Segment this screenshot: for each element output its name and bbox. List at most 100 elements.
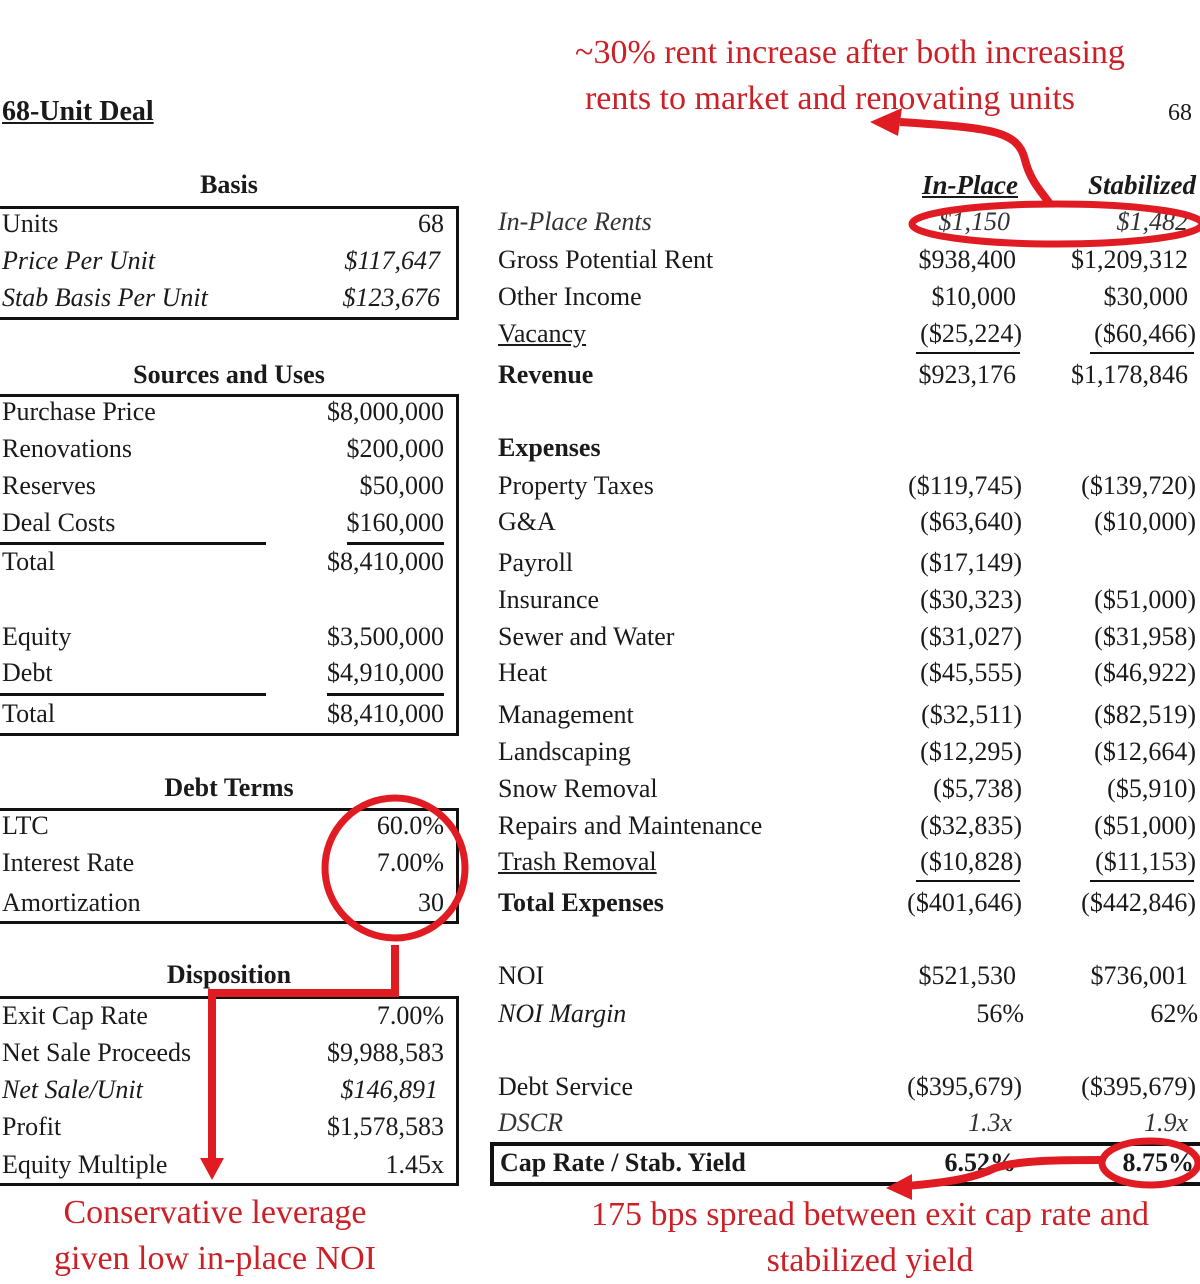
row-value: 1.45x: [385, 1150, 445, 1179]
row-value: $1,578,583: [327, 1112, 444, 1141]
row-value: $117,647: [344, 246, 440, 275]
row-label: Snow Removal: [498, 774, 658, 803]
rent-highlight-ellipse: [908, 200, 1200, 248]
in-place-value: $10,000: [931, 282, 1017, 311]
row-label: Debt: [2, 658, 53, 687]
stabilized-value: ($395,679): [1081, 1072, 1196, 1101]
in-place-value: ($32,835): [920, 811, 1022, 840]
in-place-value: ($63,640): [920, 507, 1022, 536]
row-label: Property Taxes: [498, 471, 654, 500]
subtotal-rule: [916, 880, 1020, 882]
row-label: Stab Basis Per Unit: [2, 283, 208, 312]
stabilized-value: ($442,846): [1081, 888, 1196, 917]
stabilized-value: $736,001: [1090, 961, 1189, 990]
row-label: Repairs and Maintenance: [498, 811, 763, 840]
row-value: $9,988,583: [327, 1038, 444, 1067]
row-label: Payroll: [498, 548, 574, 577]
in-place-value: ($30,323): [920, 585, 1022, 614]
debt-terms-highlight-circle: [321, 794, 469, 942]
row-label: Price Per Unit: [2, 246, 156, 275]
row-label: Trash Removal: [498, 847, 657, 876]
stabilized-value: ($51,000): [1094, 585, 1196, 614]
row-value: $123,676: [342, 283, 441, 312]
leverage-arrow-icon: [208, 945, 399, 1160]
row-label: Total: [2, 547, 56, 576]
row-value: $146,891: [340, 1075, 439, 1104]
rent-increase-note: ~30% rent increase after both increasing…: [500, 30, 1200, 122]
in-place-value: ($5,738): [933, 774, 1022, 803]
row-value: 7.00%: [376, 1001, 444, 1030]
row-value: $4,910,000: [327, 658, 444, 687]
row-value: 7.00%: [376, 848, 444, 877]
stabilized-value: ($82,519): [1094, 700, 1196, 729]
arrowhead-icon: [870, 108, 902, 136]
basis-row-stab-basis: Stab Basis Per Unit $123,676: [0, 283, 456, 320]
row-label: Deal Costs: [2, 508, 116, 537]
col-header-stabilized: Stabilized: [1087, 170, 1196, 200]
row-value: $8,000,000: [327, 397, 444, 426]
note-line: rents to market and renovating units: [584, 80, 1076, 117]
row-label: In-Place Rents: [498, 207, 652, 236]
subtotal-rule: [1090, 352, 1194, 354]
subtotal-rule: [916, 352, 1020, 354]
in-place-value: ($17,149): [920, 548, 1022, 577]
in-place-value: ($12,295): [920, 737, 1022, 766]
in-place-value: $938,400: [918, 245, 1017, 274]
stabilized-value: ($51,000): [1094, 811, 1196, 840]
in-place-value: ($32,511): [921, 700, 1022, 729]
stabilized-value: $1,178,846: [1071, 360, 1188, 389]
note-line: 175 bps spread between exit cap rate and: [591, 1196, 1149, 1233]
row-label: Units: [2, 209, 59, 238]
stab-yield-highlight-ellipse: [1098, 1137, 1200, 1189]
basis-row-price-per-unit: Price Per Unit $117,647: [0, 246, 456, 283]
row-value: $160,000: [346, 508, 445, 537]
stabilized-value: 1.9x: [1143, 1108, 1188, 1137]
basis-table: Units 68 Price Per Unit $117,647 Stab Ba…: [0, 206, 459, 320]
subtotal-rule: [347, 542, 444, 545]
row-label: Insurance: [498, 585, 600, 614]
arrowhead-icon: [886, 1174, 912, 1200]
row-label: Equity: [2, 622, 72, 651]
page-title: 68-Unit Deal: [2, 96, 154, 127]
stabilized-value: 62%: [1150, 999, 1198, 1028]
note-line: stabilized yield: [766, 1242, 974, 1279]
stabilized-value: ($11,153): [1095, 847, 1196, 876]
row-label: Landscaping: [498, 737, 631, 766]
row-value: $8,410,000: [327, 547, 444, 576]
row-label: Exit Cap Rate: [2, 1001, 148, 1030]
row-label: Heat: [498, 658, 548, 687]
row-value: $8,410,000: [327, 699, 444, 728]
basis-row-units: Units 68: [0, 209, 456, 246]
row-label: Reserves: [2, 471, 96, 500]
spread-arrow-icon: [904, 1156, 1105, 1190]
in-place-value: ($395,679): [907, 1072, 1022, 1101]
in-place-value: ($25,224): [920, 319, 1022, 348]
operating-statement: In-Place Stabilized In-Place Rents $1,15…: [490, 0, 1200, 1280]
row-label: Renovations: [2, 434, 132, 463]
row-label: G&A: [498, 507, 556, 536]
row-label: Revenue: [498, 360, 594, 389]
in-place-value: ($119,745): [908, 471, 1022, 500]
stabilized-value: ($60,466): [1094, 319, 1196, 348]
debt-terms-table: LTC 60.0% Interest Rate 7.00% Amortizati…: [0, 808, 459, 924]
section-label: Expenses: [498, 433, 601, 462]
spread-note: 175 bps spread between exit cap rate and…: [540, 1192, 1200, 1284]
in-place-value: 56%: [976, 999, 1024, 1028]
sources-uses-table: Purchase Price $8,000,000 Renovations $2…: [0, 394, 459, 736]
stabilized-value: $1,209,312: [1071, 245, 1188, 274]
in-place-value: 1.3x: [967, 1108, 1012, 1137]
row-value: $50,000: [359, 471, 445, 500]
row-value: 68: [418, 209, 444, 238]
row-label: Profit: [2, 1112, 62, 1141]
subtotal-rule: [1090, 880, 1194, 882]
subtotal-rule: [0, 542, 266, 545]
in-place-value: ($10,828): [920, 847, 1022, 876]
row-label: Management: [498, 700, 634, 729]
page-number: 68: [1168, 100, 1192, 126]
subtotal-rule: [327, 693, 444, 696]
stabilized-value: ($31,958): [1094, 622, 1196, 651]
leverage-note: Conservative leverage given low in-place…: [0, 1190, 430, 1282]
row-label: Total: [2, 699, 56, 728]
row-value: $200,000: [346, 434, 445, 463]
